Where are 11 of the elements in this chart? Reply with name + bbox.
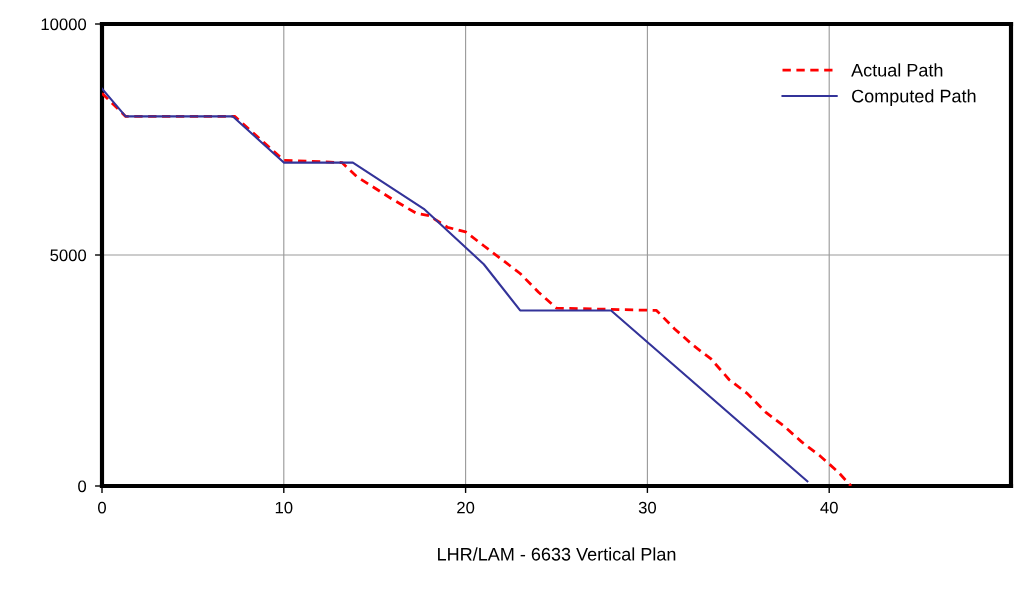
legend-label: Computed Path [852,89,976,107]
x-tick-label: 0 [98,501,106,514]
y-tick-label: 10000 [41,18,87,31]
x-tick-label: 20 [457,501,475,514]
y-tick-label: 0 [78,480,87,493]
x-tick-label: 30 [638,501,657,514]
legend-label: Actual Path [851,63,943,77]
y-tick-label: 5000 [50,249,87,262]
x-axis-title: LHR/LAM - 6633 Vertical Plan [438,547,676,561]
x-tick-label: 40 [820,501,838,514]
x-tick-label: 10 [275,501,293,514]
